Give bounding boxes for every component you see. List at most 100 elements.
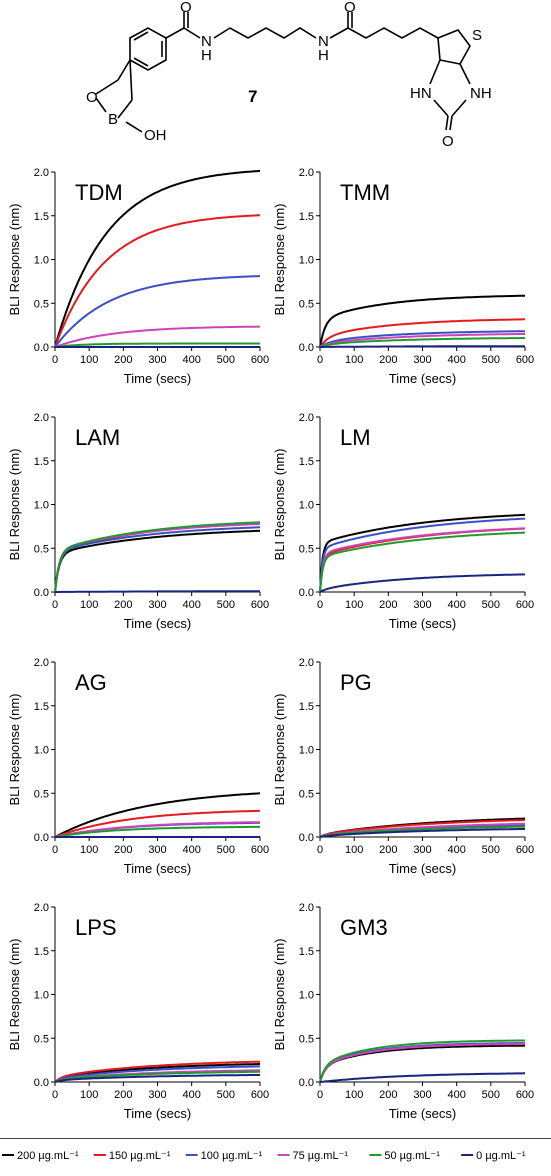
series-line-50-g-ml — [319, 337, 525, 348]
x-tick-label: 100 — [345, 354, 363, 366]
legend-item-75-g-ml: 75 µg.mL⁻¹ — [277, 1150, 348, 1162]
x-tick-label: 600 — [251, 844, 269, 856]
x-tick-label: 300 — [413, 1089, 431, 1101]
y-tick-label: 2.0 — [34, 657, 49, 669]
series-line-0-g-ml — [54, 1074, 260, 1083]
legend-item-200-g-ml: 200 µg.mL⁻¹ — [2, 1150, 79, 1162]
x-tick-label: 600 — [251, 599, 269, 611]
x-tick-label: 600 — [516, 354, 534, 366]
x-tick-label: 500 — [217, 1089, 235, 1101]
x-tick-label: 300 — [148, 1089, 166, 1101]
x-tick-label: 100 — [345, 599, 363, 611]
legend: 200 µg.mL⁻¹ 150 µg.mL⁻¹ 100 µg.mL⁻¹ 75 µg.m… — [0, 1138, 551, 1162]
x-axis-label: Time (secs) — [389, 861, 456, 876]
panel-label: AG — [75, 670, 107, 695]
y-tick-label: 0.0 — [299, 587, 314, 599]
series-line-50-g-ml — [54, 825, 260, 838]
series-line-75-g-ml — [54, 325, 260, 348]
x-tick-label: 200 — [114, 1089, 132, 1101]
y-tick-label: 1.0 — [299, 500, 314, 512]
x-tick-label: 100 — [80, 599, 98, 611]
x-tick-label: 300 — [148, 599, 166, 611]
thiophane-ring — [437, 29, 471, 65]
x-tick-label: 200 — [114, 354, 132, 366]
y-axis-label: BLI Response (nm) — [7, 204, 22, 316]
legend-item-50-g-ml: 50 µg.mL⁻¹ — [369, 1150, 440, 1162]
x-tick-label: 600 — [251, 354, 269, 366]
x-tick-label: 100 — [80, 844, 98, 856]
y-axis-label: BLI Response (nm) — [7, 449, 22, 561]
x-tick-label: 400 — [182, 599, 200, 611]
y-tick-label: 2.0 — [299, 167, 314, 179]
legend-label: 200 µg.mL⁻¹ — [17, 1150, 79, 1162]
x-tick-label: 500 — [217, 844, 235, 856]
legend-label: 0 µg.mL⁻¹ — [476, 1150, 526, 1162]
series-line-50-g-ml — [319, 825, 526, 838]
x-axis-label: Time (secs) — [389, 1106, 456, 1121]
panel-label: LAM — [75, 425, 120, 450]
y-tick-label: 1.0 — [34, 745, 49, 757]
series-line-150-g-ml — [319, 318, 525, 348]
x-tick-label: 400 — [447, 844, 465, 856]
x-tick-label: 0 — [52, 844, 58, 856]
x-tick-label: 100 — [80, 1089, 98, 1101]
series-line-0-g-ml — [320, 345, 525, 348]
atom-o-4: O — [442, 133, 454, 150]
y-axis-label: BLI Response (nm) — [7, 694, 22, 806]
panel-label: PG — [340, 670, 372, 695]
compound-7-structure: O N H O N H O B OH S HN NH O 7 — [86, 0, 492, 150]
y-tick-label: 0.5 — [34, 298, 49, 310]
x-tick-label: 400 — [182, 844, 200, 856]
x-tick-label: 100 — [345, 1089, 363, 1101]
x-axis-label: Time (secs) — [124, 861, 191, 876]
panel-lam: 0.0 0.5 1.0 1.5 2.0 0 100 200 300 400 500 600 Time (… — [7, 412, 269, 631]
y-tick-label: 0.5 — [299, 788, 314, 800]
series-line-0-g-ml — [319, 573, 525, 593]
series-line-75-g-ml — [319, 1042, 525, 1083]
x-tick-label: 100 — [345, 844, 363, 856]
series-line-0-g-ml — [55, 590, 260, 593]
y-tick-label: 1.0 — [34, 990, 49, 1002]
y-tick-label: 2.0 — [34, 902, 49, 914]
x-tick-label: 400 — [447, 354, 465, 366]
x-tick-label: 500 — [482, 599, 500, 611]
series-line-100-g-ml — [319, 517, 526, 593]
x-tick-label: 0 — [317, 354, 323, 366]
x-tick-label: 500 — [217, 354, 235, 366]
x-tick-label: 400 — [447, 599, 465, 611]
y-tick-label: 0.0 — [299, 342, 314, 354]
x-tick-label: 200 — [379, 354, 397, 366]
x-tick-label: 0 — [52, 354, 58, 366]
y-tick-label: 1.0 — [299, 255, 314, 267]
y-tick-label: 2.0 — [299, 902, 314, 914]
x-tick-label: 200 — [379, 844, 397, 856]
x-tick-label: 500 — [482, 1089, 500, 1101]
y-tick-label: 1.0 — [299, 990, 314, 1002]
y-tick-label: 1.5 — [34, 456, 49, 468]
y-tick-label: 0.5 — [299, 298, 314, 310]
y-tick-label: 2.0 — [299, 657, 314, 669]
atom-s: S — [472, 27, 482, 44]
x-tick-label: 0 — [52, 599, 58, 611]
series-line-0-g-ml — [319, 1072, 525, 1083]
panel-tdm: 0.0 0.5 1.0 1.5 2.0 0 100 200 300 400 500 600 Time (… — [7, 167, 269, 386]
x-axis-label: Time (secs) — [389, 371, 456, 386]
y-tick-label: 1.5 — [34, 946, 49, 958]
y-tick-label: 0.0 — [34, 342, 49, 354]
y-tick-label: 1.5 — [34, 701, 49, 713]
x-tick-label: 300 — [148, 354, 166, 366]
x-tick-label: 0 — [317, 1089, 323, 1101]
y-tick-label: 2.0 — [34, 412, 49, 424]
series-line-50-g-ml — [54, 521, 261, 593]
series-line-200-g-ml — [54, 1063, 260, 1083]
series-line-150-g-ml — [54, 214, 260, 348]
x-tick-label: 300 — [413, 599, 431, 611]
panel-tmm: 0.0 0.5 1.0 1.5 2.0 0 100 200 300 400 500 600 Time (… — [272, 167, 534, 386]
x-tick-label: 0 — [52, 1089, 58, 1101]
series-line-50-g-ml — [54, 1070, 260, 1083]
x-tick-label: 600 — [251, 1089, 269, 1101]
legend-item-0-g-ml: 0 µg.mL⁻¹ — [461, 1150, 526, 1162]
y-tick-label: 0.0 — [299, 832, 314, 844]
atom-h-2: H — [318, 47, 329, 64]
x-tick-label: 600 — [516, 599, 534, 611]
